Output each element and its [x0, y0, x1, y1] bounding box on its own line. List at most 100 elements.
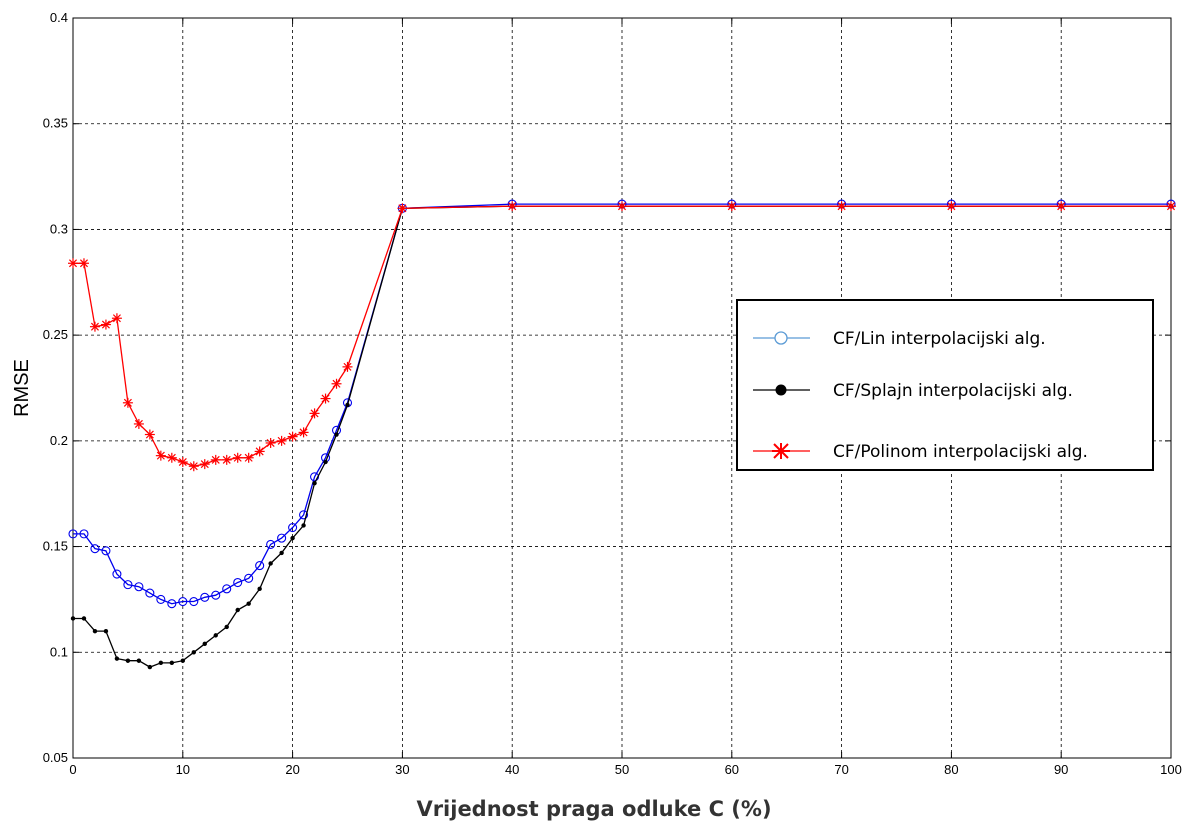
- data-point: [136, 658, 142, 663]
- data-point: [134, 582, 144, 592]
- data-point: [288, 522, 298, 533]
- data-point: [946, 201, 957, 212]
- data-point: [507, 201, 518, 212]
- data-point: [233, 577, 243, 588]
- data-point: [254, 446, 265, 457]
- y-axis-label: RMSE: [11, 359, 33, 417]
- data-point: [279, 550, 284, 556]
- data-point: [331, 378, 342, 389]
- data-point: [81, 616, 87, 621]
- x-tick-label: 20: [285, 762, 299, 777]
- data-point: [1056, 201, 1067, 212]
- data-point: [89, 321, 100, 332]
- x-tick-label: 60: [725, 762, 739, 777]
- data-point: [112, 569, 122, 579]
- legend-marker-lin: [774, 331, 788, 345]
- data-point: [320, 393, 331, 404]
- data-point: [287, 431, 298, 442]
- x-tick-label: 80: [944, 762, 958, 777]
- data-point: [200, 592, 210, 602]
- y-tick-label: 0.15: [43, 539, 68, 554]
- data-point: [298, 427, 309, 438]
- legend-marker-polinom: [772, 443, 790, 459]
- data-point: [345, 402, 350, 408]
- data-point: [111, 313, 122, 324]
- data-point: [312, 480, 317, 486]
- data-point: [166, 452, 177, 463]
- data-point: [276, 435, 287, 446]
- data-point: [147, 664, 153, 670]
- data-point: [123, 580, 133, 590]
- x-tick-label: 50: [615, 762, 629, 777]
- legend-label-splajn: CF/Splajn interpolacijski alg.: [833, 381, 1073, 401]
- data-point: [79, 529, 89, 539]
- data-point: [299, 510, 309, 520]
- x-tick-label: 30: [395, 762, 409, 777]
- data-point: [103, 628, 109, 634]
- data-point: [342, 361, 353, 372]
- data-point: [323, 459, 328, 465]
- data-point: [177, 457, 188, 467]
- y-tick-label: 0.35: [43, 116, 68, 131]
- data-point: [301, 523, 306, 528]
- x-tick-label: 0: [69, 762, 76, 777]
- data-point: [210, 454, 221, 465]
- y-tick-label: 0.3: [50, 221, 68, 236]
- data-point: [188, 461, 199, 472]
- legend-marker-splajn: [775, 384, 787, 396]
- data-point: [70, 616, 76, 621]
- data-point: [167, 599, 177, 609]
- data-point: [232, 452, 243, 463]
- data-point: [90, 544, 100, 554]
- data-point: [726, 201, 737, 212]
- y-tick-label: 0.4: [50, 10, 68, 25]
- data-point: [133, 418, 144, 429]
- data-point: [189, 596, 199, 607]
- data-point: [221, 454, 232, 465]
- data-point: [334, 432, 339, 437]
- data-point: [202, 641, 207, 647]
- grid-lines: [73, 18, 1171, 758]
- y-tick-label: 0.2: [50, 433, 68, 448]
- data-point: [191, 650, 196, 655]
- data-point: [199, 459, 210, 470]
- data-point: [155, 450, 166, 461]
- data-point: [268, 561, 273, 566]
- data-point: [309, 408, 320, 419]
- data-point: [246, 601, 251, 606]
- x-tick-label: 40: [505, 762, 519, 777]
- data-point: [235, 607, 240, 613]
- series-layer: [68, 199, 1176, 670]
- series-line: [73, 205, 1171, 467]
- series-line: [73, 203, 1171, 605]
- data-point: [125, 658, 131, 663]
- data-point: [397, 203, 408, 214]
- x-axis-label: Vrijednost praga odluke C (%): [416, 797, 771, 821]
- data-point: [122, 397, 133, 408]
- x-tick-label: 90: [1054, 762, 1068, 777]
- legend-box: [736, 299, 1154, 471]
- data-point: [101, 546, 111, 556]
- data-point: [78, 258, 89, 269]
- data-point: [836, 201, 847, 212]
- data-point: [180, 658, 185, 663]
- data-point: [144, 429, 155, 440]
- data-point: [68, 529, 78, 539]
- legend-label-lin: CF/Lin interpolacijski alg.: [833, 329, 1046, 349]
- data-point: [211, 590, 221, 600]
- data-point: [243, 452, 254, 463]
- legend: CF/Lin interpolacijski alg. CF/Splajn in…: [736, 299, 1154, 471]
- data-point: [257, 586, 262, 592]
- data-point: [156, 594, 166, 604]
- data-point: [169, 660, 175, 666]
- data-point: [277, 533, 287, 543]
- data-point: [178, 596, 188, 607]
- y-tick-label: 0.1: [50, 644, 68, 659]
- data-point: [224, 624, 229, 630]
- data-point: [222, 584, 232, 594]
- data-point: [617, 201, 627, 212]
- data-point: [244, 573, 254, 583]
- data-point: [1166, 201, 1176, 212]
- legend-label-polinom: CF/Polinom interpolacijski alg.: [833, 442, 1088, 462]
